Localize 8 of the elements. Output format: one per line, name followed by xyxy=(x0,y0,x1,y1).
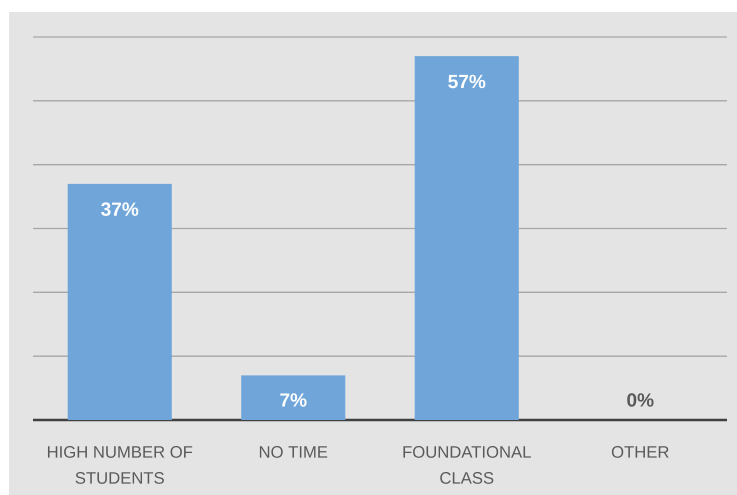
data-label: 37% xyxy=(101,202,138,216)
x-tick-label: NO TIME xyxy=(260,446,328,458)
data-label: 7% xyxy=(280,393,307,407)
x-tick-label: OTHER xyxy=(612,446,669,458)
data-label: 57% xyxy=(448,74,486,88)
x-tick-label: HIGH NUMBER OF STUDENTS xyxy=(48,446,192,484)
x-tick-label: FOUNDATIONAL CLASS xyxy=(403,446,531,484)
data-label: 0% xyxy=(627,393,654,407)
